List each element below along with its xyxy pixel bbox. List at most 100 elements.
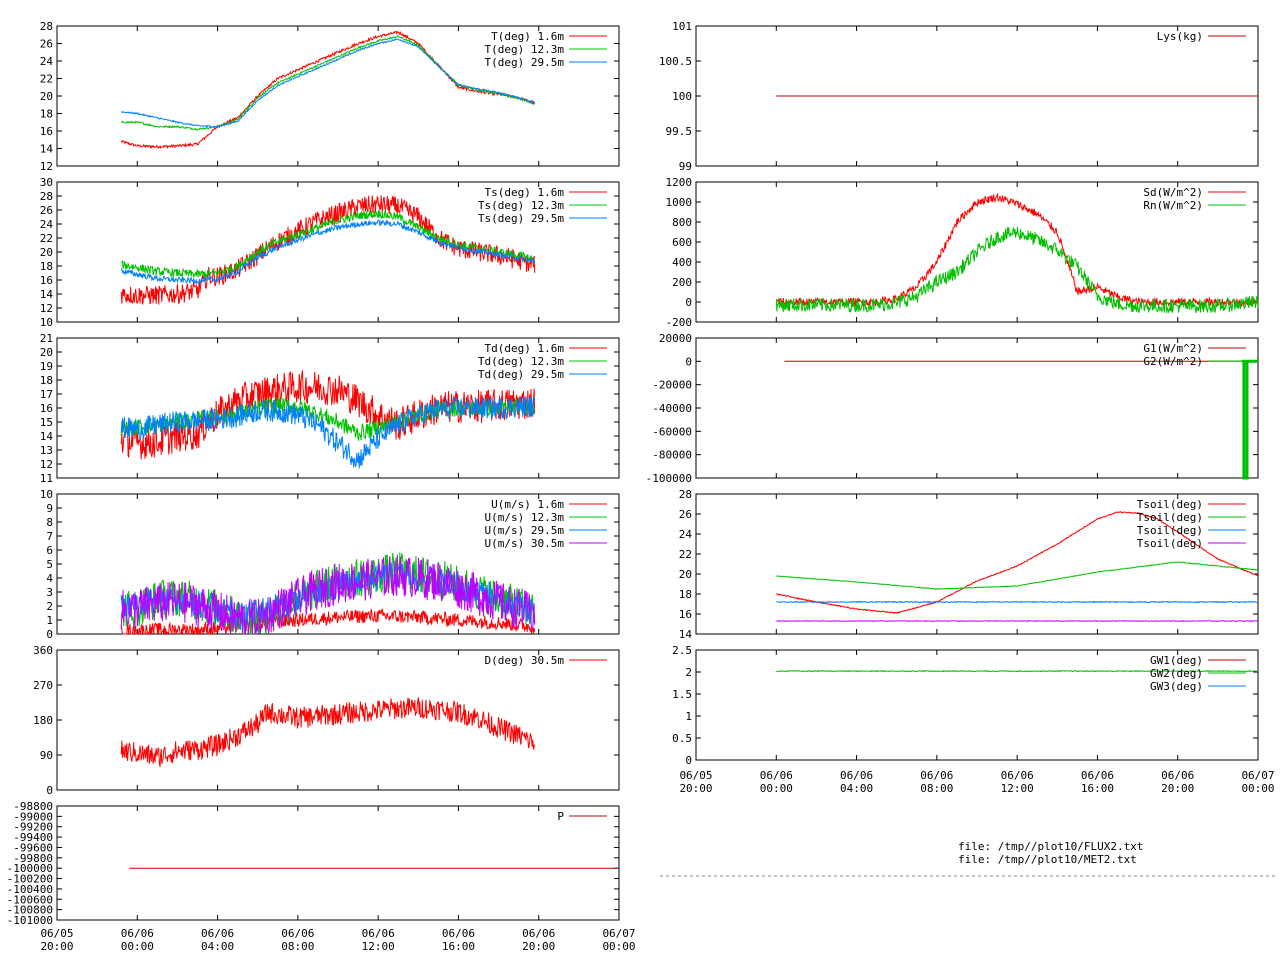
y-tick-label: -60000 <box>652 425 692 438</box>
x-tick-date: 06/06 <box>840 769 873 782</box>
series-line-soil_temp-0 <box>775 511 1259 614</box>
y-tick-label: 99 <box>679 160 692 173</box>
y-tick-label: 13 <box>40 444 53 457</box>
y-tick-label: -20000 <box>652 379 692 392</box>
y-tick-label: 28 <box>40 190 53 203</box>
y-tick-label: 180 <box>33 714 53 727</box>
y-tick-label: -101000 <box>7 914 53 927</box>
y-tick-label: 16 <box>40 402 53 415</box>
y-tick-label: 2 <box>46 600 53 613</box>
series-line-ground_water-1 <box>776 669 1259 673</box>
y-tick-label: 1.5 <box>672 688 692 701</box>
y-tick-label: -99600 <box>13 841 53 854</box>
y-tick-label: 16 <box>40 274 53 287</box>
x-tick-time: 00:00 <box>602 940 635 953</box>
series-line-soil_temp-1 <box>776 561 1259 590</box>
y-tick-label: 20 <box>40 90 53 103</box>
y-tick-label: 0 <box>46 628 53 641</box>
legend-label: Rn(W/m^2) <box>1143 199 1203 212</box>
x-tick-time: 08:00 <box>281 940 314 953</box>
y-tick-label: 12 <box>40 458 53 471</box>
y-tick-label: 18 <box>40 260 53 273</box>
x-tick-time: 12:00 <box>1001 782 1034 795</box>
series-line-tsonic-0 <box>120 195 536 305</box>
legend-label: Ts(deg) 29.5m <box>478 212 564 225</box>
plot-frame-soil_temp <box>695 493 1259 635</box>
y-tick-label: 8 <box>46 516 53 529</box>
y-tick-label: 22 <box>40 73 53 86</box>
y-tick-label: 99.5 <box>666 125 693 138</box>
y-tick-label: -80000 <box>652 449 692 462</box>
legend-label: T(deg) 29.5m <box>485 56 565 69</box>
y-tick-label: 0 <box>685 296 692 309</box>
y-tick-label: 6 <box>46 544 53 557</box>
series-line-wind-0 <box>120 607 536 636</box>
y-tick-label: 22 <box>40 232 53 245</box>
legend-label: Td(deg) 29.5m <box>478 368 564 381</box>
y-tick-label: -40000 <box>652 402 692 415</box>
x-tick-time: 12:00 <box>362 940 395 953</box>
y-tick-label: 20 <box>40 346 53 359</box>
legend-label: GW2(deg) <box>1150 667 1203 680</box>
y-tick-label: 26 <box>40 38 53 51</box>
y-tick-label: -99800 <box>13 852 53 865</box>
y-tick-label: 4 <box>46 572 53 585</box>
legend-label: GW3(deg) <box>1150 680 1203 693</box>
y-tick-label: 200 <box>672 276 692 289</box>
x-tick-date: 06/06 <box>522 927 555 940</box>
y-tick-label: 12 <box>40 302 53 315</box>
x-tick-date: 06/06 <box>442 927 475 940</box>
y-tick-label: 28 <box>40 20 53 33</box>
series-line-tsonic-2 <box>120 219 536 286</box>
y-tick-label: 3 <box>46 586 53 599</box>
x-tick-time: 20:00 <box>679 782 712 795</box>
y-tick-label: 7 <box>46 530 53 543</box>
x-tick-date: 06/05 <box>40 927 73 940</box>
y-tick-label: 28 <box>679 488 692 501</box>
x-tick-date: 06/06 <box>362 927 395 940</box>
y-tick-label: 20000 <box>659 332 692 345</box>
y-tick-label: 14 <box>40 430 54 443</box>
legend-label: G1(W/m^2) <box>1143 342 1203 355</box>
file-line-met: file: /tmp//plot10/MET2.txt <box>958 853 1137 866</box>
plot-frame-pressure <box>56 805 620 921</box>
y-tick-label: 0 <box>685 355 692 368</box>
y-tick-label: 22 <box>679 548 692 561</box>
x-tick-date: 06/06 <box>1081 769 1114 782</box>
series-line-wind-3 <box>120 555 536 635</box>
y-tick-label: -100000 <box>646 472 692 485</box>
y-tick-label: 14 <box>679 628 693 641</box>
y-tick-label: 2 <box>685 666 692 679</box>
legend-label: T(deg) 1.6m <box>491 30 564 43</box>
y-tick-label: -99400 <box>13 831 53 844</box>
x-tick-date: 06/06 <box>201 927 234 940</box>
y-tick-label: 9 <box>46 502 53 515</box>
y-tick-label: 20 <box>40 246 53 259</box>
x-tick-time: 00:00 <box>121 940 154 953</box>
y-tick-label: 18 <box>40 108 53 121</box>
x-tick-date: 06/07 <box>602 927 635 940</box>
legend-label: Tsoil(deg) <box>1137 537 1203 550</box>
y-tick-label: 16 <box>40 125 53 138</box>
y-tick-label: -100800 <box>7 904 53 917</box>
x-tick-date: 06/06 <box>281 927 314 940</box>
y-tick-label: 1 <box>46 614 53 627</box>
y-tick-label: 1 <box>685 710 692 723</box>
file-list: file: /tmp//plot10/FLUX2.txt file: /tmp//… <box>958 840 1143 866</box>
legend-label: Ts(deg) 1.6m <box>485 186 565 199</box>
y-tick-label: 12 <box>40 160 53 173</box>
y-tick-label: 19 <box>40 360 53 373</box>
y-tick-label: 2.5 <box>672 644 692 657</box>
y-tick-label: 0.5 <box>672 732 692 745</box>
series-line-temp-0 <box>120 30 536 149</box>
plot-frame-ground_water <box>695 649 1259 761</box>
legend-label: GW1(deg) <box>1150 654 1203 667</box>
y-tick-label: 1200 <box>666 176 693 189</box>
x-tick-date: 06/06 <box>760 769 793 782</box>
y-tick-label: 100 <box>672 90 692 103</box>
x-tick-time: 16:00 <box>442 940 475 953</box>
y-tick-label: 100.5 <box>659 55 692 68</box>
legend-label: Td(deg) 12.3m <box>478 355 564 368</box>
y-tick-label: 101 <box>672 20 692 33</box>
